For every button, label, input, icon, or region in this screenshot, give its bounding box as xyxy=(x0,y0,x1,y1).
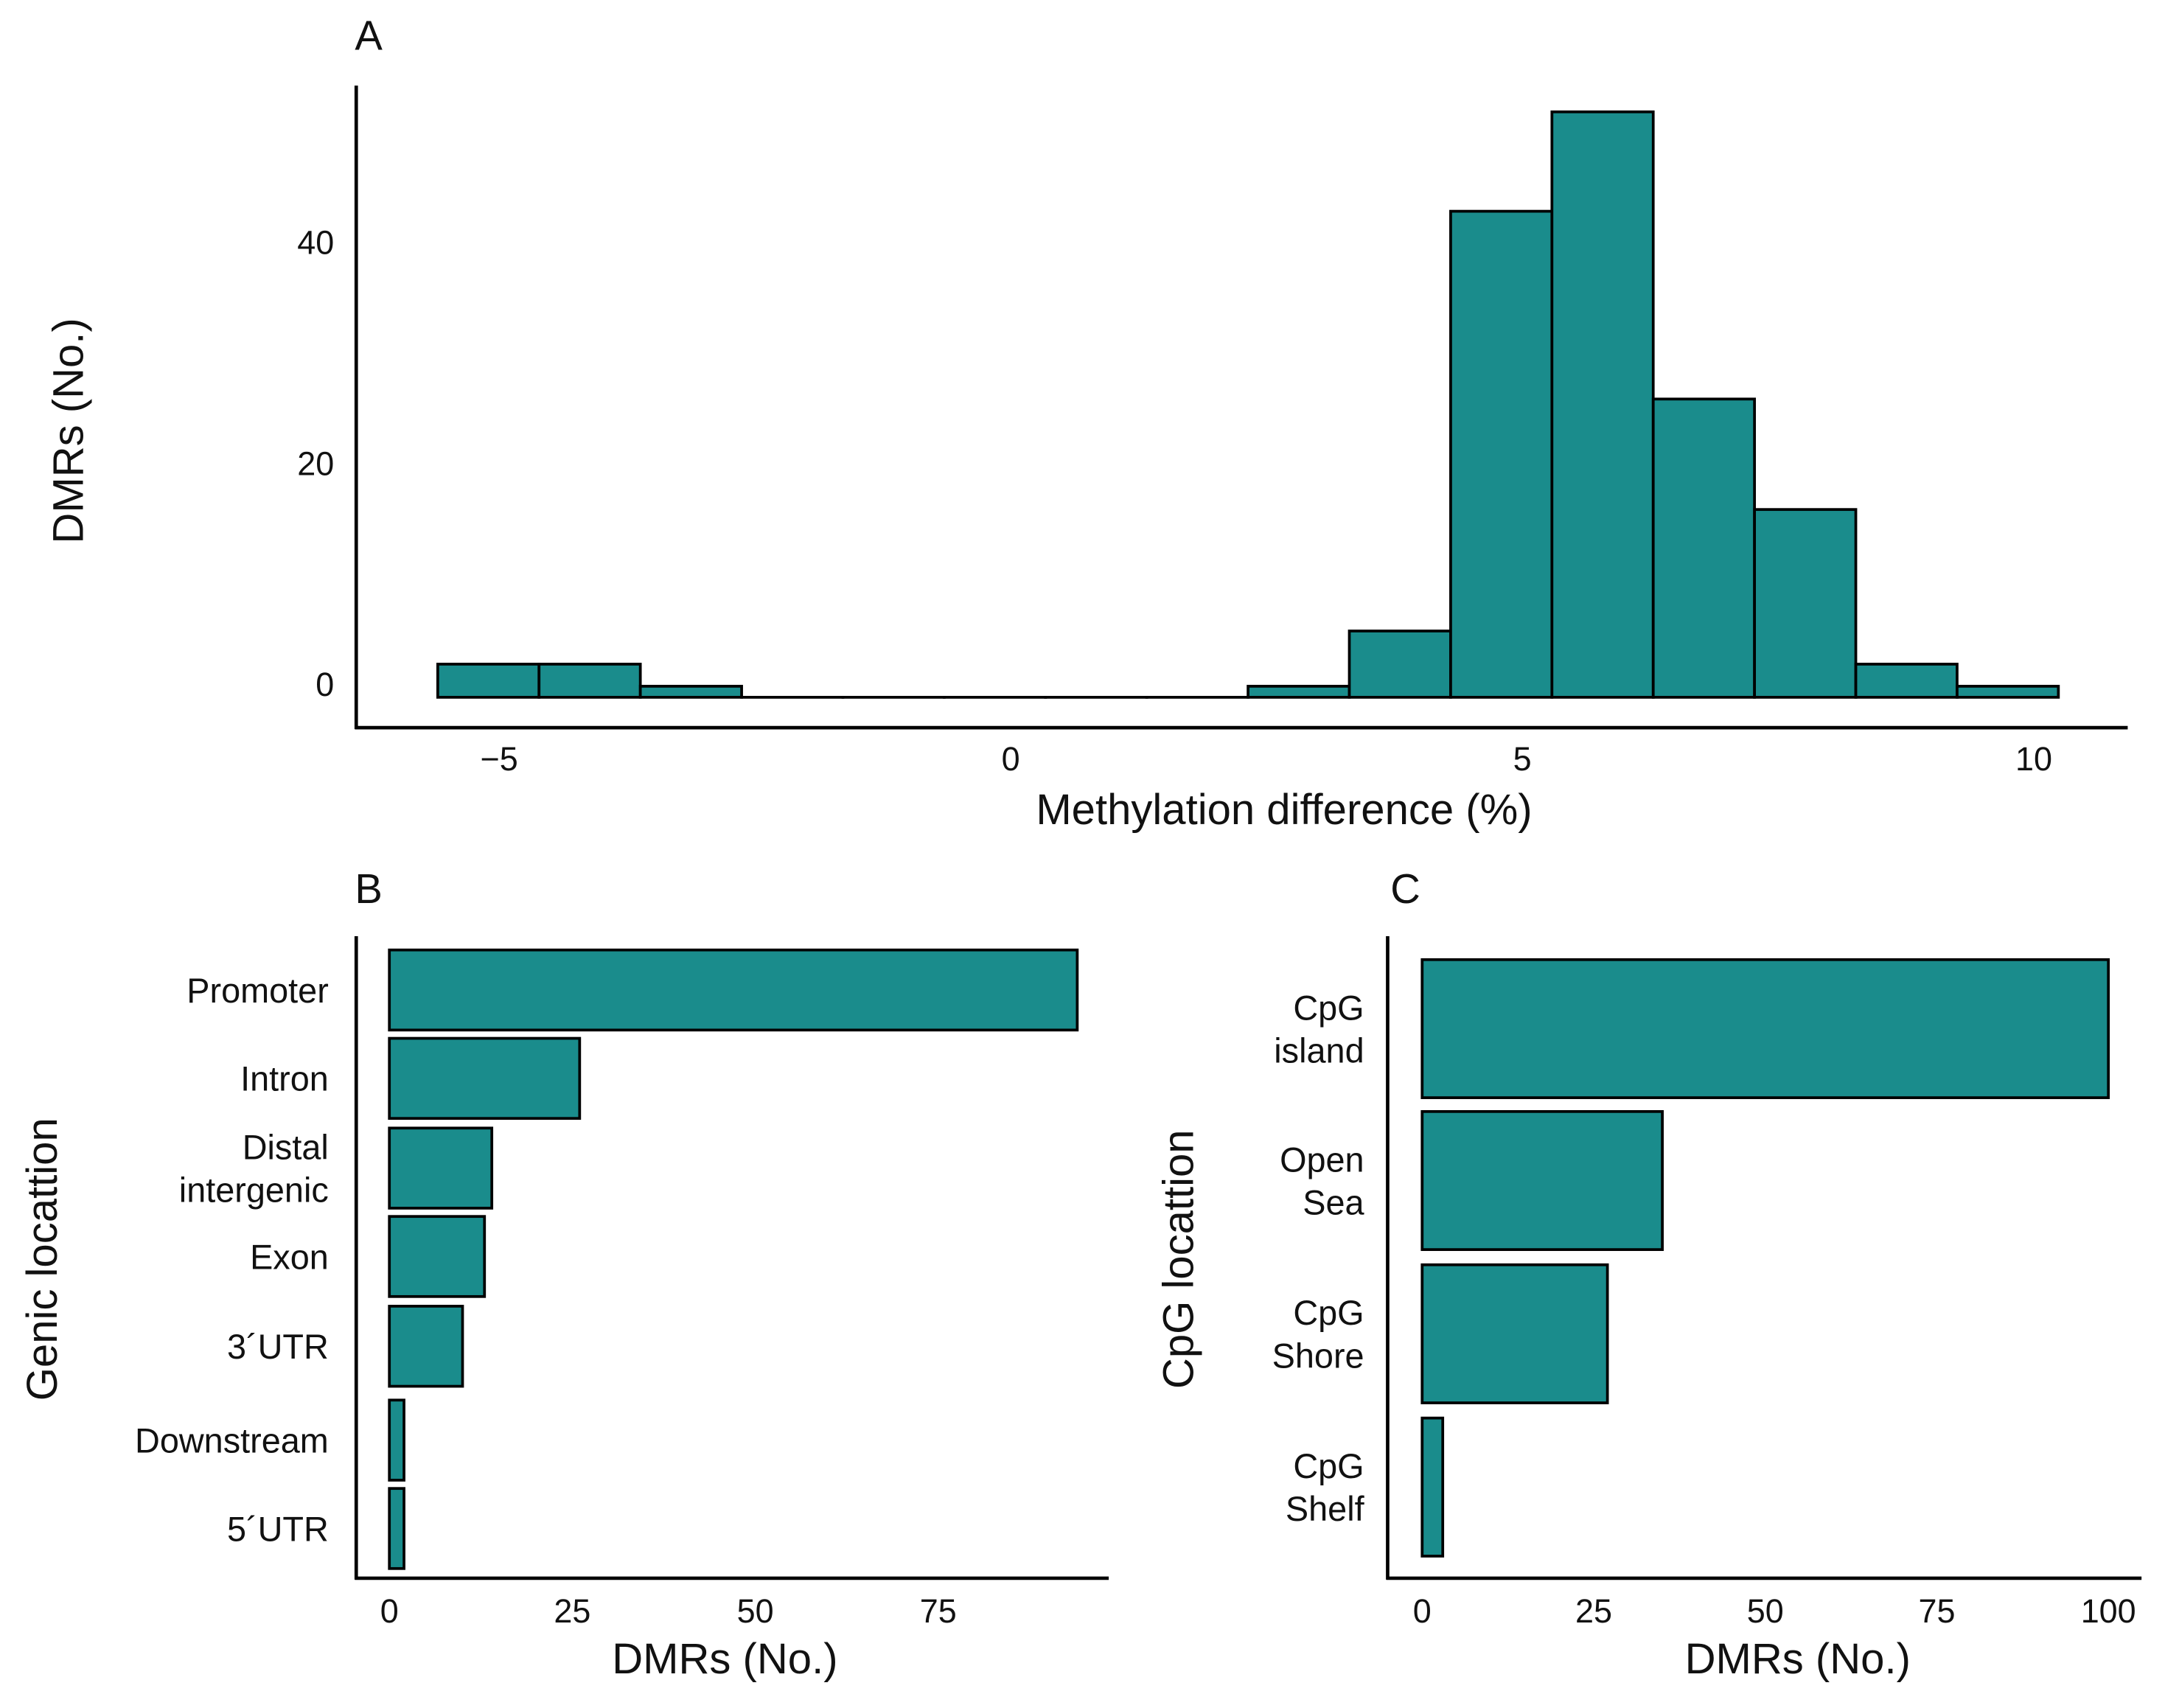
panel-b-category-label: intergenic xyxy=(179,1171,329,1210)
panel-c-category-label: CpG xyxy=(1293,1447,1364,1485)
panel-b-category-label: Exon xyxy=(250,1238,329,1276)
panel-c-x-tick-label: 50 xyxy=(1747,1592,1784,1630)
panel-a-y-tick-label: 40 xyxy=(297,224,334,262)
bar-downstream xyxy=(388,1398,405,1482)
bar-cpg-island xyxy=(1420,958,2110,1099)
bar-exon xyxy=(388,1215,487,1298)
panel-c-category-label: island xyxy=(1274,1031,1364,1070)
bar-cpg-shelf xyxy=(1420,1416,1445,1558)
panel-b-x-tick-label: 25 xyxy=(554,1592,590,1630)
bar-open-sea xyxy=(1420,1109,1664,1252)
panel-b-y-axis-title: Genic locattion xyxy=(18,1118,66,1401)
histogram-bar xyxy=(1550,110,1655,699)
bar-cpg-shore xyxy=(1420,1263,1609,1404)
histogram-bar xyxy=(537,663,642,699)
panel-a-x-tick-label: 5 xyxy=(1513,740,1532,778)
bar-promoter xyxy=(388,948,1079,1032)
panel-c-y-axis-title: CpG locattion xyxy=(1154,1129,1202,1389)
panel-c-x-tick-label: 75 xyxy=(1918,1592,1955,1630)
panel-c-x-tick-label: 25 xyxy=(1575,1592,1612,1630)
panel-c-category-label: Shelf xyxy=(1286,1490,1365,1528)
panel-c-x-tick-label: 0 xyxy=(1413,1592,1432,1630)
panel-b-x-tick-label: 75 xyxy=(920,1592,957,1630)
panel-c-category-label: Shore xyxy=(1272,1336,1364,1375)
panel-b-x-tick-label: 50 xyxy=(737,1592,774,1630)
histogram-bar xyxy=(436,663,541,699)
panel-c-x-axis-title: DMRs (No.) xyxy=(1685,1635,1911,1683)
panel-a-y-tick-label: 20 xyxy=(297,445,334,482)
histogram-bar xyxy=(638,685,743,699)
histogram-bar xyxy=(1348,630,1452,699)
panel-a-y-tick-label: 0 xyxy=(315,666,334,703)
panel-b-x-axis-title: DMRs (No.) xyxy=(612,1635,837,1683)
panel-b-category-label: 5´UTR xyxy=(227,1510,329,1548)
histogram-bar xyxy=(1753,508,1858,699)
bar-5utr xyxy=(388,1487,405,1570)
panel-b-category-label: Distal xyxy=(243,1128,329,1166)
panel-b-category-label: 3´UTR xyxy=(227,1328,329,1366)
panel-c-x-tick-label: 100 xyxy=(2081,1592,2136,1630)
bar-3utr xyxy=(388,1305,464,1388)
histogram-bar xyxy=(1956,685,2060,699)
panel-label-a: A xyxy=(355,12,383,58)
histogram-bar xyxy=(1651,397,1757,699)
histogram-bar xyxy=(1449,209,1554,699)
panel-c-category-label: CpG xyxy=(1293,989,1364,1027)
panel-a-x-axis-title: Methylation difference (%) xyxy=(1036,786,1532,834)
panel-b-category-label: Promoter xyxy=(186,972,329,1010)
histogram-bar xyxy=(1247,685,1351,699)
histogram-bar xyxy=(1854,663,1959,699)
panel-b-x-tick-label: 0 xyxy=(380,1592,399,1630)
panel-label-c: C xyxy=(1390,865,1420,912)
panel-a-y-axis-title: DMRs (No.) xyxy=(44,318,92,543)
panel-b-category-label: Intron xyxy=(240,1060,329,1098)
panel-c-category-label: Open xyxy=(1280,1140,1364,1179)
panel-a-x-tick-label: 10 xyxy=(2015,740,2052,778)
panel-c-category-label: Sea xyxy=(1303,1183,1364,1221)
panel-c-category-label: CpG xyxy=(1293,1294,1364,1332)
panel-b-category-label: Downstream xyxy=(135,1421,329,1460)
bar-distal-intergenic xyxy=(388,1126,494,1210)
panel-a-x-tick-label: 0 xyxy=(1002,740,1020,778)
panel-a-x-tick-label: −5 xyxy=(480,740,517,778)
bar-intron xyxy=(388,1036,582,1120)
panel-label-b: B xyxy=(355,865,382,912)
